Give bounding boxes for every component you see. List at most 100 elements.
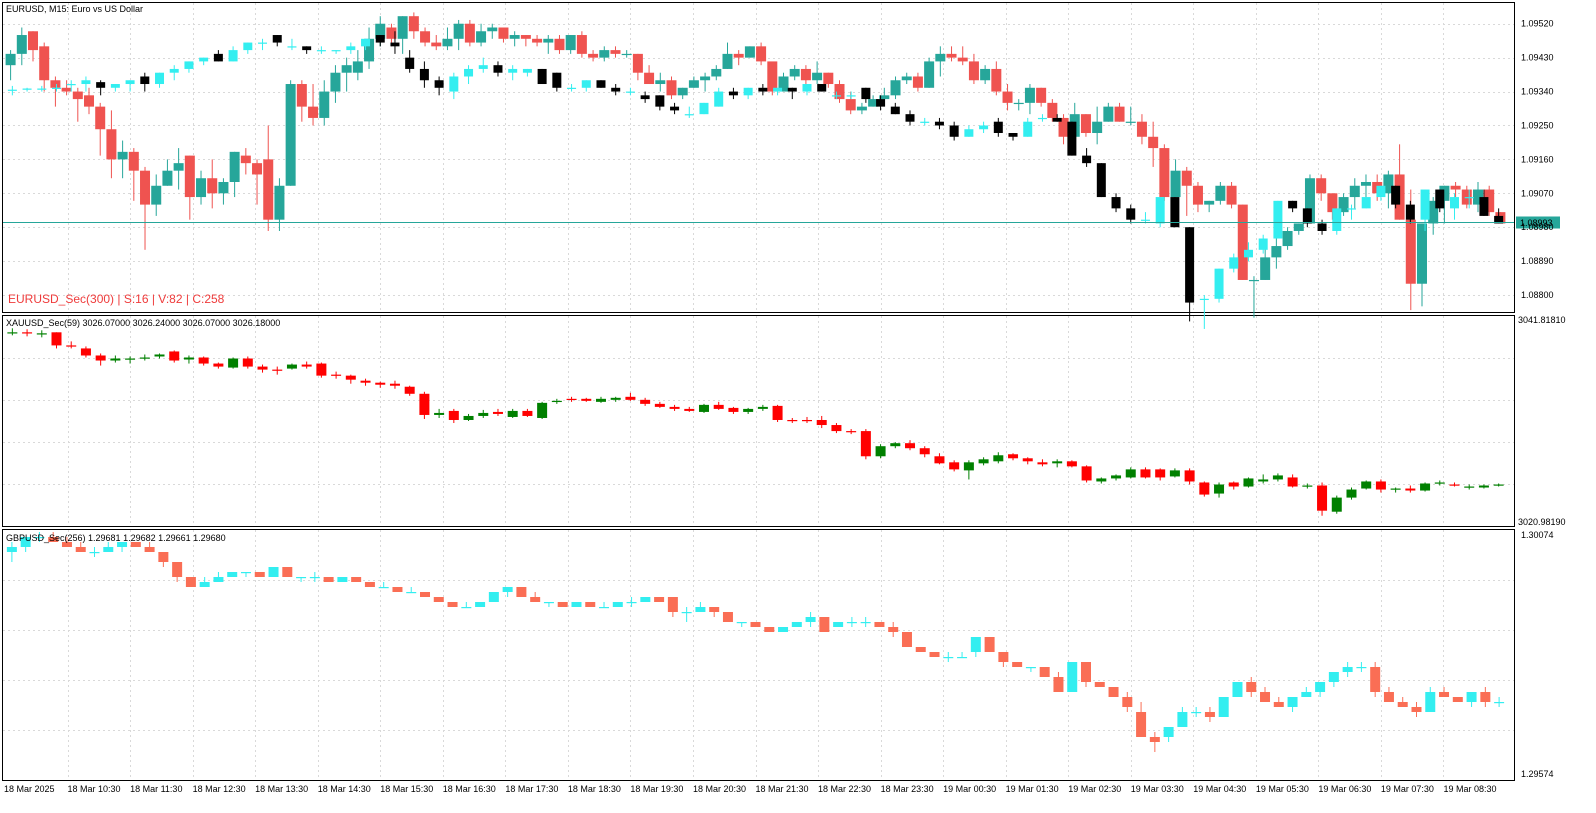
gbpusd-candle <box>1383 692 1394 702</box>
gbpusd-candle <box>874 622 885 627</box>
xauusd-candle <box>595 398 606 402</box>
eurusd-sec-candle <box>949 125 959 137</box>
y-tick-label: 3020.98190 <box>1518 517 1566 527</box>
x-tick-label: 19 Mar 01:30 <box>1006 784 1059 794</box>
gbpusd-candle <box>172 562 183 577</box>
gbpusd-candle <box>378 587 389 589</box>
xauusd-candle <box>919 448 930 455</box>
xauusd-candle <box>698 404 709 412</box>
gbpusd-candle <box>543 602 554 604</box>
xauusd-candle <box>1420 483 1431 491</box>
xauusd-candle <box>1464 486 1475 488</box>
eurusd-candle <box>1047 102 1058 118</box>
eurusd-sec-candle <box>1494 215 1504 224</box>
eurusd-sec-candle <box>478 65 488 69</box>
xauusd-candle <box>978 459 989 464</box>
eurusd-sec-candle <box>611 87 621 92</box>
eurusd-sec-candle <box>625 91 635 93</box>
eurusd-candle <box>16 35 27 54</box>
gbpusd-candle <box>282 567 293 577</box>
xauusd-candle <box>640 399 651 404</box>
gbpusd-pane-title: GBPUSD_Sec(256) 1.29681 1.29682 1.29661 … <box>6 533 226 543</box>
eurusd-candle <box>464 23 475 43</box>
gbpusd-candle <box>502 587 513 592</box>
eurusd-candle <box>610 50 621 54</box>
xauusd-candle <box>375 382 386 385</box>
eurusd-candle <box>285 84 296 186</box>
eurusd-candle <box>1360 181 1371 186</box>
gbpusd-candle <box>557 602 568 607</box>
eurusd-candle <box>565 35 576 51</box>
xauusd-candle <box>993 455 1004 462</box>
x-tick-label: 18 Mar 14:30 <box>318 784 371 794</box>
eurusd-candle <box>1439 185 1450 201</box>
gbpusd-pane <box>2 529 1515 781</box>
gbpusd-candle <box>1287 697 1298 707</box>
xauusd-candle <box>1243 478 1254 487</box>
gbpusd-candle <box>888 627 899 632</box>
gbpusd-candle <box>1191 712 1202 714</box>
gbpusd-candle <box>984 637 995 652</box>
y-tick-label: 1.08800 <box>1521 290 1554 300</box>
xauusd-candle <box>831 425 842 432</box>
y-tick-label: 3041.81810 <box>1518 315 1566 325</box>
eurusd-candle <box>1114 106 1125 122</box>
gbpusd-candle <box>1012 662 1023 667</box>
xauusd-candle <box>1272 475 1283 480</box>
xauusd-candle <box>463 415 474 420</box>
eurusd-sec-candle <box>361 38 371 47</box>
eurusd-candle <box>1316 178 1327 194</box>
gbpusd-candle <box>1108 687 1119 697</box>
eurusd-candle <box>117 151 128 160</box>
gbpusd-candle <box>117 542 128 547</box>
gbpusd-candle <box>571 602 582 607</box>
eurusd-pane <box>2 2 1515 313</box>
x-tick-label: 18 Mar 13:30 <box>255 784 308 794</box>
eurusd-candle <box>1080 114 1091 134</box>
eurusd-candle <box>688 80 699 88</box>
eurusd-sec-candle <box>934 121 944 126</box>
eurusd-sec-candle <box>670 106 680 111</box>
x-tick-label: 19 Mar 00:30 <box>943 784 996 794</box>
gbpusd-candle <box>130 542 141 547</box>
eurusd-candle <box>1002 91 1013 103</box>
eurusd-candle <box>330 72 341 92</box>
gbpusd-candle <box>185 577 196 587</box>
gbpusd-candle <box>254 572 265 577</box>
xauusd-candle <box>551 400 562 403</box>
eurusd-candle <box>140 170 151 205</box>
eurusd-candle <box>655 80 666 85</box>
gbpusd-candle <box>722 612 733 622</box>
eurusd-candle <box>1092 121 1103 134</box>
gbpusd-candle <box>213 577 224 582</box>
eurusd-sec-candle <box>228 50 238 62</box>
gbpusd-candle <box>240 572 251 574</box>
eurusd-sec-candle <box>302 46 312 51</box>
xauusd-candle <box>522 410 533 416</box>
eurusd-sec-candle <box>199 57 209 62</box>
xauusd-candle <box>802 419 813 422</box>
xauusd-candle <box>507 410 518 417</box>
eurusd-sec-candle <box>728 91 738 96</box>
xauusd-candle <box>949 462 960 470</box>
eurusd-sec-candle <box>1317 223 1327 231</box>
gbpusd-candle <box>6 547 17 552</box>
gbpusd-candle <box>48 537 59 542</box>
eurusd-sec-candle <box>96 82 106 88</box>
xauusd-candle <box>816 419 827 426</box>
eurusd-candle <box>476 31 487 43</box>
eurusd-sec-candle <box>390 42 400 47</box>
gbpusd-candle <box>447 602 458 607</box>
xauusd-candle <box>1022 458 1033 462</box>
eurusd-candle <box>252 163 263 175</box>
xauusd-candle <box>448 410 459 420</box>
gbpusd-candle <box>1122 697 1133 707</box>
eurusd-candle <box>1416 223 1427 284</box>
eurusd-candle <box>957 57 968 62</box>
eurusd-sec-candle <box>37 88 47 90</box>
eurusd-candle <box>28 31 39 51</box>
eurusd-candle <box>375 23 386 39</box>
xauusd-candle <box>934 456 945 464</box>
gbpusd-candle <box>1342 667 1353 672</box>
